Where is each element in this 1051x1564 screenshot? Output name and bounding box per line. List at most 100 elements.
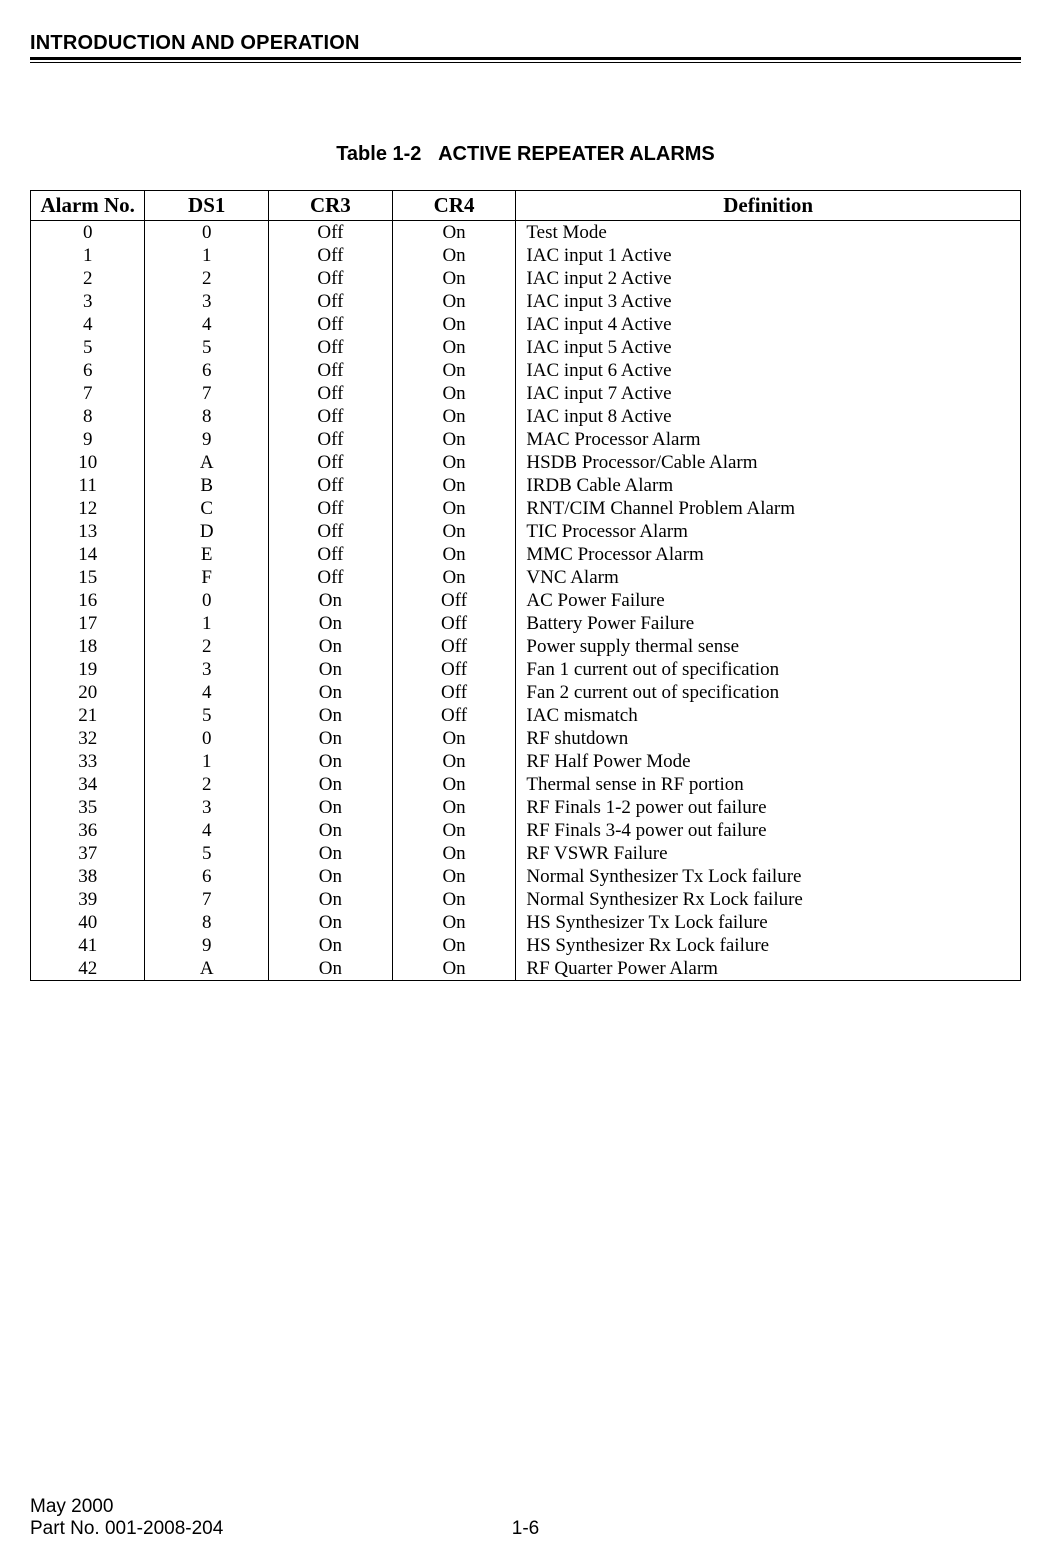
table-cell: RF VSWR Failure	[516, 842, 1021, 865]
table-cell: Off	[269, 221, 393, 245]
table-cell: 40	[31, 911, 145, 934]
table-cell: IAC input 7 Active	[516, 382, 1021, 405]
table-cell: 7	[145, 888, 269, 911]
table-row: 160OnOffAC Power Failure	[31, 589, 1021, 612]
table-cell: 2	[145, 635, 269, 658]
section-header: INTRODUCTION AND OPERATION	[30, 32, 1021, 55]
table-cell: 18	[31, 635, 145, 658]
table-cell: Off	[392, 635, 516, 658]
table-cell: Off	[269, 267, 393, 290]
table-cell: 3	[145, 658, 269, 681]
table-cell: A	[145, 451, 269, 474]
table-cell: Fan 1 current out of specification	[516, 658, 1021, 681]
table-cell: 41	[31, 934, 145, 957]
table-cell: On	[269, 727, 393, 750]
table-cell: On	[269, 589, 393, 612]
table-cell: Fan 2 current out of specification	[516, 681, 1021, 704]
table-cell: On	[392, 336, 516, 359]
table-row: 00OffOnTest Mode	[31, 221, 1021, 245]
table-row: 12COffOnRNT/CIM Channel Problem Alarm	[31, 497, 1021, 520]
table-cell: 0	[31, 221, 145, 245]
table-cell: Off	[269, 474, 393, 497]
table-cell: 8	[145, 405, 269, 428]
table-cell: On	[269, 911, 393, 934]
table-cell: F	[145, 566, 269, 589]
header-rule-thin	[30, 62, 1021, 63]
table-cell: 3	[145, 796, 269, 819]
table-cell: Off	[269, 566, 393, 589]
table-cell: On	[392, 451, 516, 474]
footer-part-number: Part No. 001-2008-204	[30, 1518, 223, 1540]
table-cell: Battery Power Failure	[516, 612, 1021, 635]
table-cell: On	[392, 520, 516, 543]
alarm-table-header-cell: CR4	[392, 191, 516, 221]
table-cell: 0	[145, 589, 269, 612]
table-cell: On	[269, 842, 393, 865]
table-cell: 2	[145, 267, 269, 290]
table-cell: Off	[392, 589, 516, 612]
table-caption-title: ACTIVE REPEATER ALARMS	[438, 143, 715, 165]
table-cell: Off	[269, 290, 393, 313]
table-cell: RF Finals 1-2 power out failure	[516, 796, 1021, 819]
alarm-table-head: Alarm No.DS1CR3CR4Definition	[31, 191, 1021, 221]
table-cell: Off	[392, 704, 516, 727]
table-cell: Off	[269, 359, 393, 382]
table-cell: 3	[31, 290, 145, 313]
table-cell: Normal Synthesizer Tx Lock failure	[516, 865, 1021, 888]
table-cell: RF Finals 3-4 power out failure	[516, 819, 1021, 842]
table-cell: Off	[392, 612, 516, 635]
table-cell: 6	[145, 865, 269, 888]
page-footer: May 2000 Part No. 001-2008-204 1-6	[30, 1496, 1021, 1540]
table-row: 364OnOnRF Finals 3-4 power out failure	[31, 819, 1021, 842]
table-cell: 34	[31, 773, 145, 796]
table-cell: 38	[31, 865, 145, 888]
table-cell: IRDB Cable Alarm	[516, 474, 1021, 497]
table-cell: 13	[31, 520, 145, 543]
table-cell: VNC Alarm	[516, 566, 1021, 589]
table-row: 88OffOnIAC input 8 Active	[31, 405, 1021, 428]
table-cell: On	[392, 405, 516, 428]
table-cell: 33	[31, 750, 145, 773]
table-cell: On	[392, 359, 516, 382]
table-row: 11OffOnIAC input 1 Active	[31, 244, 1021, 267]
table-cell: On	[392, 382, 516, 405]
table-cell: 7	[145, 382, 269, 405]
table-cell: RNT/CIM Channel Problem Alarm	[516, 497, 1021, 520]
table-cell: 17	[31, 612, 145, 635]
table-row: 408OnOnHS Synthesizer Tx Lock failure	[31, 911, 1021, 934]
document-page: INTRODUCTION AND OPERATION Table 1-2 ACT…	[0, 0, 1051, 1564]
table-cell: 14	[31, 543, 145, 566]
table-cell: C	[145, 497, 269, 520]
table-cell: B	[145, 474, 269, 497]
table-row: 215OnOffIAC mismatch	[31, 704, 1021, 727]
table-caption-prefix: Table 1-2	[336, 143, 421, 165]
table-cell: RF shutdown	[516, 727, 1021, 750]
table-cell: Off	[269, 497, 393, 520]
table-cell: MMC Processor Alarm	[516, 543, 1021, 566]
table-cell: On	[269, 888, 393, 911]
table-cell: Off	[269, 543, 393, 566]
table-cell: Off	[269, 520, 393, 543]
table-cell: E	[145, 543, 269, 566]
table-cell: A	[145, 957, 269, 981]
table-cell: 1	[145, 612, 269, 635]
table-cell: On	[392, 750, 516, 773]
table-cell: On	[392, 727, 516, 750]
table-row: 397OnOnNormal Synthesizer Rx Lock failur…	[31, 888, 1021, 911]
table-cell: On	[392, 773, 516, 796]
table-cell: 11	[31, 474, 145, 497]
table-cell: 42	[31, 957, 145, 981]
table-cell: 2	[31, 267, 145, 290]
table-cell: Power supply thermal sense	[516, 635, 1021, 658]
table-cell: On	[269, 681, 393, 704]
table-cell: 3	[145, 290, 269, 313]
table-caption-spacer	[421, 143, 438, 165]
table-cell: D	[145, 520, 269, 543]
table-cell: On	[392, 290, 516, 313]
table-row: 15FOffOnVNC Alarm	[31, 566, 1021, 589]
table-cell: On	[269, 635, 393, 658]
table-cell: RF Half Power Mode	[516, 750, 1021, 773]
table-cell: IAC input 3 Active	[516, 290, 1021, 313]
table-cell: Normal Synthesizer Rx Lock failure	[516, 888, 1021, 911]
table-cell: On	[269, 957, 393, 981]
